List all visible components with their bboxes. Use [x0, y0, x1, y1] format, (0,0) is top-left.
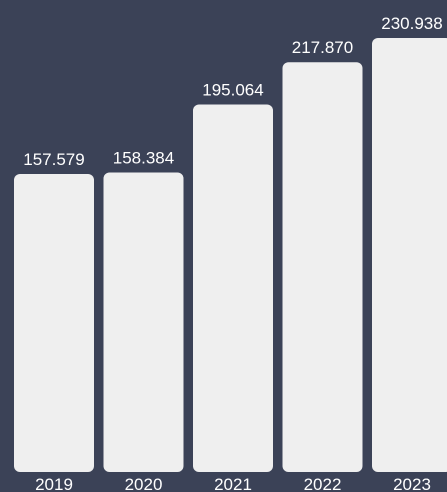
bar-2020 — [103, 172, 184, 472]
x-tick-2020: 2020 — [125, 475, 163, 492]
x-tick-2019: 2019 — [35, 475, 73, 492]
bar-2023 — [372, 38, 447, 472]
value-label-2020: 158.384 — [113, 148, 174, 167]
value-label-2022: 217.870 — [292, 38, 353, 57]
x-axis-ticks: 2019 2020 2021 2022 2023 — [35, 475, 431, 492]
bar-2021 — [193, 104, 273, 472]
value-label-2021: 195.064 — [202, 80, 263, 99]
value-label-2019: 157.579 — [23, 150, 84, 169]
x-tick-2021: 2021 — [214, 475, 252, 492]
value-label-2023: 230.938 — [381, 14, 442, 33]
bar-2022 — [282, 62, 363, 473]
bars-group — [14, 38, 447, 473]
x-tick-2023: 2023 — [393, 475, 431, 492]
value-labels-group: 157.579 158.384 195.064 217.870 230.938 — [23, 14, 442, 169]
bar-2019 — [14, 173, 94, 472]
x-tick-2022: 2022 — [304, 475, 342, 492]
